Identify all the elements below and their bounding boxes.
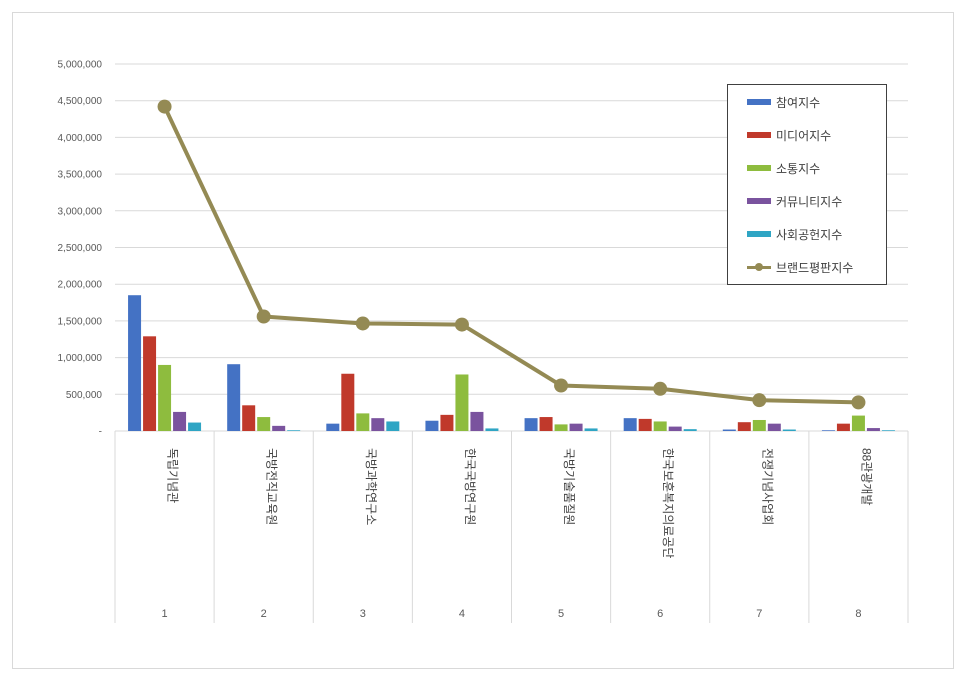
y-tick-label: 2,000,000	[58, 280, 103, 291]
bar	[470, 411, 484, 431]
bar	[554, 424, 568, 431]
bar	[227, 364, 241, 431]
legend-item-brand-reputation: 브랜드평판지수	[728, 257, 886, 277]
legend-item-participation: 참여지수	[728, 92, 886, 112]
brand-reputation-point	[454, 317, 469, 332]
legend-label-brand-reputation: 브랜드평판지수	[776, 260, 854, 275]
bar	[143, 336, 157, 431]
category-label: 전쟁기념사업회	[760, 448, 774, 525]
y-tick-label: 5,000,000	[58, 60, 103, 71]
y-tick-label: 3,000,000	[58, 206, 103, 217]
rank-label: 6	[657, 608, 663, 620]
category-label: 한국국방연구원	[463, 448, 477, 525]
bar	[851, 415, 865, 431]
rank-label: 5	[558, 608, 564, 620]
bar	[638, 418, 652, 431]
legend-item-community: 커뮤니티지수	[728, 191, 886, 211]
brand-reputation-line	[162, 105, 859, 405]
category-label: 국방전직교육원	[265, 448, 279, 525]
chart-legend: 참여지수 미디어지수 소통지수 커뮤니티지수 사회공헌지수 브랜드평판지수	[727, 84, 887, 285]
rank-label: 1	[162, 608, 168, 620]
legend-label-media: 미디어지수	[776, 128, 832, 143]
legend-item-communication: 소통지수	[728, 158, 886, 178]
brand-reputation-point	[256, 309, 271, 324]
legend-item-media: 미디어지수	[728, 125, 886, 145]
category-label: 독립기념관	[166, 448, 180, 503]
y-tick-label: 2,500,000	[58, 243, 103, 254]
bar	[881, 430, 895, 431]
legend-swatch-community	[747, 198, 771, 204]
bar	[737, 422, 751, 431]
category-label: 국방과학연구소	[364, 448, 378, 525]
bar	[188, 422, 202, 431]
bar	[623, 418, 637, 431]
brand-reputation-point	[851, 395, 866, 410]
brand-reputation-point	[554, 378, 569, 393]
bar	[782, 429, 796, 431]
y-tick-label: -	[99, 427, 102, 438]
legend-swatch-participation	[747, 99, 771, 105]
y-tick-label: 1,000,000	[58, 353, 103, 364]
bar	[173, 411, 187, 431]
bar	[683, 429, 697, 431]
rank-label: 2	[261, 608, 267, 620]
bar	[485, 428, 499, 431]
bar	[287, 430, 301, 431]
bar	[569, 423, 583, 431]
rank-label: 4	[459, 608, 465, 620]
legend-label-participation: 참여지수	[776, 95, 821, 110]
y-tick-label: 3,500,000	[58, 170, 103, 181]
bar	[836, 423, 850, 431]
y-tick-label: 4,500,000	[58, 96, 103, 107]
legend-swatch-social-contribution	[747, 231, 771, 237]
bar	[455, 374, 469, 431]
bar	[767, 423, 781, 431]
bar	[653, 421, 667, 431]
bar	[257, 417, 271, 431]
y-tick-label: 500,000	[66, 390, 103, 401]
rank-label: 8	[855, 608, 861, 620]
bar	[524, 418, 538, 431]
bar	[356, 413, 370, 431]
rank-label: 3	[360, 608, 366, 620]
bar	[425, 420, 439, 431]
bar	[440, 414, 454, 431]
brand-reputation-point	[355, 316, 370, 331]
bar	[668, 426, 682, 431]
bar	[821, 430, 835, 431]
brand-reputation-point	[157, 99, 172, 114]
legend-label-community: 커뮤니티지수	[776, 194, 843, 209]
category-label: 한국보훈복지의료공단	[661, 448, 675, 558]
bar	[326, 423, 340, 431]
bar	[371, 418, 385, 431]
bar	[128, 295, 142, 431]
legend-label-communication: 소통지수	[776, 161, 821, 176]
bar	[242, 405, 256, 431]
bar	[341, 373, 355, 431]
category-label: 국방기술품질원	[562, 448, 576, 525]
rank-label: 7	[756, 608, 762, 620]
brand-reputation-point	[752, 393, 767, 408]
brand-reputation-point	[653, 381, 668, 396]
bar	[386, 421, 400, 431]
category-label: 88관광개발	[859, 448, 873, 506]
bar	[866, 428, 880, 431]
bar	[158, 364, 172, 431]
bar	[539, 417, 553, 431]
bar	[722, 429, 736, 431]
bar	[272, 425, 286, 431]
y-tick-label: 4,000,000	[58, 133, 103, 144]
bar	[584, 428, 598, 431]
legend-swatch-media	[747, 132, 771, 138]
legend-dot-brand-reputation	[755, 263, 763, 271]
legend-label-social-contribution: 사회공헌지수	[776, 227, 843, 242]
legend-item-social-contribution: 사회공헌지수	[728, 224, 886, 244]
bar	[752, 419, 766, 431]
legend-swatch-communication	[747, 165, 771, 171]
y-tick-label: 1,500,000	[58, 316, 103, 327]
